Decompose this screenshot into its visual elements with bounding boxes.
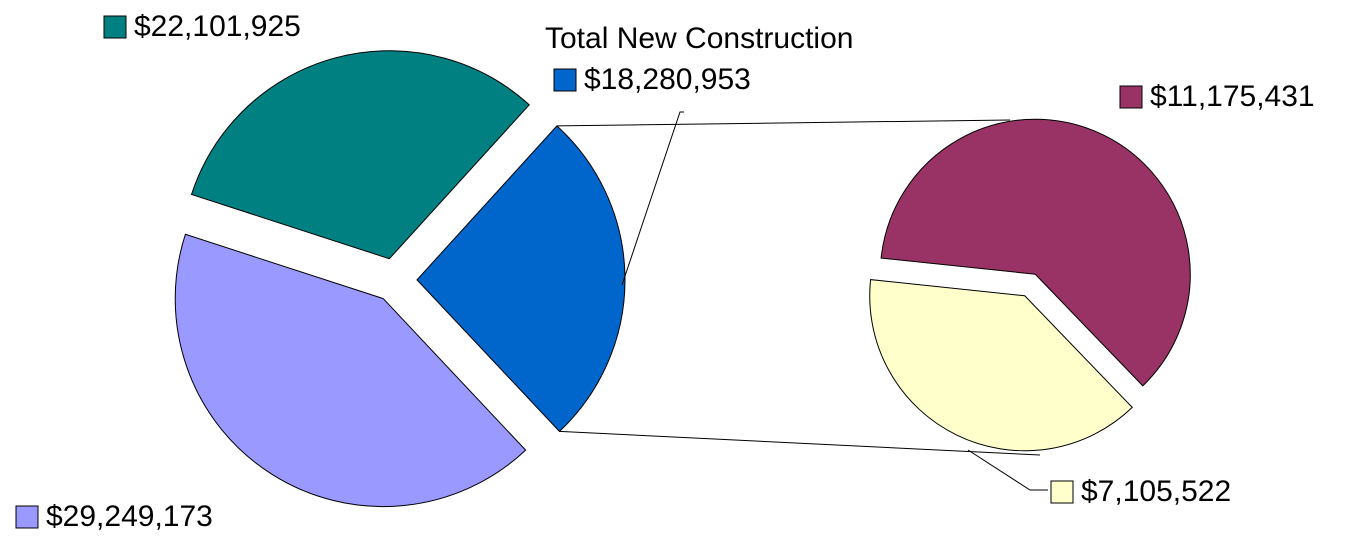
legend-swatch: [103, 15, 127, 39]
data-label: $22,101,925: [134, 10, 301, 43]
data-label: $29,249,173: [46, 500, 213, 533]
data-label: $18,280,953: [584, 63, 751, 96]
legend-swatch: [1050, 480, 1074, 504]
connector-line: [556, 119, 1011, 127]
legend-swatch: [1119, 85, 1143, 109]
leader-line: [621, 111, 684, 286]
pie-slice: [880, 118, 1191, 387]
connector-line: [559, 430, 1041, 456]
pie-slice: [869, 279, 1133, 452]
data-label: $11,175,431: [1150, 80, 1315, 113]
pie-slice: [174, 233, 527, 508]
leader-line: [967, 449, 1048, 491]
legend-swatch: [553, 68, 577, 92]
pie-slice: [190, 50, 530, 260]
data-label: $7,105,522: [1081, 475, 1231, 508]
category-label: Total New Construction: [545, 22, 853, 55]
legend-swatch: [15, 505, 39, 529]
pie-slice: [416, 125, 626, 433]
